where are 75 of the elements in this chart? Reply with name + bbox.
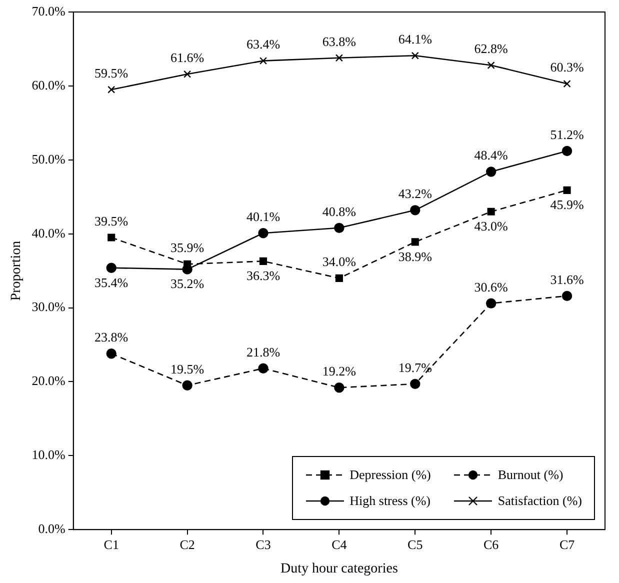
point	[334, 222, 344, 234]
point	[562, 146, 572, 156]
data-label: 35.4%	[94, 274, 128, 290]
legend-label: Satisfaction (%)	[498, 492, 582, 509]
x-tick-label: C7	[559, 536, 576, 552]
y-tick-label: 10.0%	[32, 447, 66, 462]
point	[259, 257, 268, 265]
data-label: 61.6%	[170, 50, 204, 66]
data-label: 23.8%	[94, 330, 128, 345]
x-tick-label: C2	[180, 536, 195, 552]
legend-label: Depression (%)	[350, 466, 431, 483]
data-label: 63.8%	[322, 34, 356, 49]
data-label: 34.0%	[322, 254, 356, 270]
data-label: 19.7%	[398, 360, 432, 375]
data-label: 43.2%	[398, 186, 432, 202]
y-tick-label: 20.0%	[32, 373, 66, 388]
y-tick-label: 30.0%	[32, 299, 66, 314]
data-label: 45.9%	[550, 197, 584, 212]
data-label: 43.0%	[474, 218, 508, 234]
data-label: 40.8%	[322, 204, 356, 219]
data-label: 31.6%	[550, 272, 584, 287]
x-tick-label: C6	[483, 536, 500, 552]
point	[410, 205, 420, 216]
point	[335, 54, 343, 62]
data-label: 40.1%	[246, 209, 280, 224]
point	[563, 80, 571, 88]
data-label: 48.4%	[474, 148, 508, 163]
data-label: 19.5%	[170, 361, 204, 376]
point	[335, 274, 343, 282]
y-tick-label: 60.0%	[32, 77, 66, 92]
point	[486, 166, 496, 177]
legend-label: Burnout (%)	[498, 466, 564, 483]
data-label: 39.5%	[94, 213, 128, 228]
point	[258, 363, 268, 374]
data-label: 51.2%	[550, 126, 584, 142]
x-tick-label: C4	[332, 536, 348, 552]
point	[106, 348, 116, 359]
point	[334, 382, 344, 393]
data-label: 35.9%	[170, 240, 204, 256]
point	[106, 262, 116, 273]
y-tick-label: 50.0%	[32, 151, 66, 166]
point	[563, 186, 571, 194]
y-tick-label: 40.0%	[32, 225, 66, 240]
data-label: 30.6%	[474, 279, 508, 294]
point	[411, 52, 419, 60]
point	[487, 61, 495, 70]
point	[108, 234, 116, 242]
data-label: 19.2%	[322, 364, 356, 379]
point	[108, 86, 116, 94]
data-label: 35.2%	[170, 276, 204, 292]
point	[182, 380, 192, 391]
data-label: 63.4%	[246, 36, 280, 52]
point	[259, 57, 268, 65]
point	[411, 238, 419, 246]
x-tick-label: C3	[256, 536, 271, 552]
point	[486, 298, 496, 308]
point	[410, 378, 420, 390]
y-axis-title: Proportion	[9, 240, 24, 301]
point	[487, 208, 495, 216]
point	[184, 70, 192, 78]
data-label: 64.1%	[398, 32, 432, 47]
y-tick-label: 0.0%	[38, 521, 66, 536]
x-tick-label: C1	[104, 536, 119, 552]
data-label: 38.9%	[398, 248, 432, 264]
y-tick-label: 70.0%	[32, 3, 66, 18]
x-tick-label: C5	[408, 536, 423, 552]
data-label: 36.3%	[246, 268, 280, 284]
data-label: 21.8%	[246, 344, 280, 360]
x-axis-title: Duty hour categories	[280, 561, 398, 576]
data-label: 59.5%	[94, 66, 128, 81]
data-label: 60.3%	[550, 60, 584, 75]
legend-label: High stress (%)	[350, 492, 431, 509]
point	[562, 290, 572, 302]
data-label: 62.8%	[474, 41, 508, 56]
point	[258, 228, 268, 238]
